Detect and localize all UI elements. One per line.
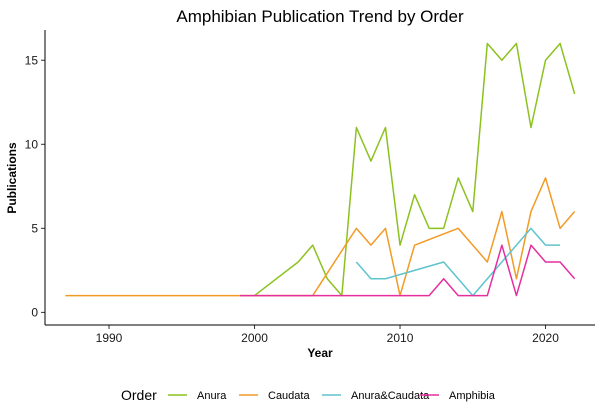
y-tick-label: 5 [31,221,38,235]
x-tick-label: 2020 [532,331,559,345]
series-line-amphibia [239,244,576,297]
series-lines [65,42,576,297]
y-tick-label: 10 [25,137,39,151]
plot-area: 0 5 10 15 1990 2000 2010 2020 [25,30,595,345]
legend-title: Order [121,387,157,403]
x-tick-label: 2010 [387,331,414,345]
legend-label: Amphibia [449,390,496,402]
chart-title: Amphibian Publication Trend by Order [176,7,464,26]
series-line-caudata [65,177,576,297]
y-axis-title: Publications [5,142,19,214]
y-tick-label: 15 [25,53,39,67]
y-axis-ticks: 0 5 10 15 [25,53,45,319]
x-tick-label: 1990 [96,331,123,345]
legend-label: Anura [197,390,227,402]
x-axis-title: Year [307,346,333,360]
legend-label: Anura&Caudata [351,390,430,402]
legend: Order Anura Caudata Anura&Caudata Amphibia [121,387,496,403]
series-line-anura [254,42,576,297]
legend-label: Caudata [268,390,310,402]
x-axis-ticks: 1990 2000 2010 2020 [96,325,559,345]
y-tick-label: 0 [31,305,38,319]
series-line-anura-caudata [355,227,561,297]
x-tick-label: 2000 [241,331,268,345]
